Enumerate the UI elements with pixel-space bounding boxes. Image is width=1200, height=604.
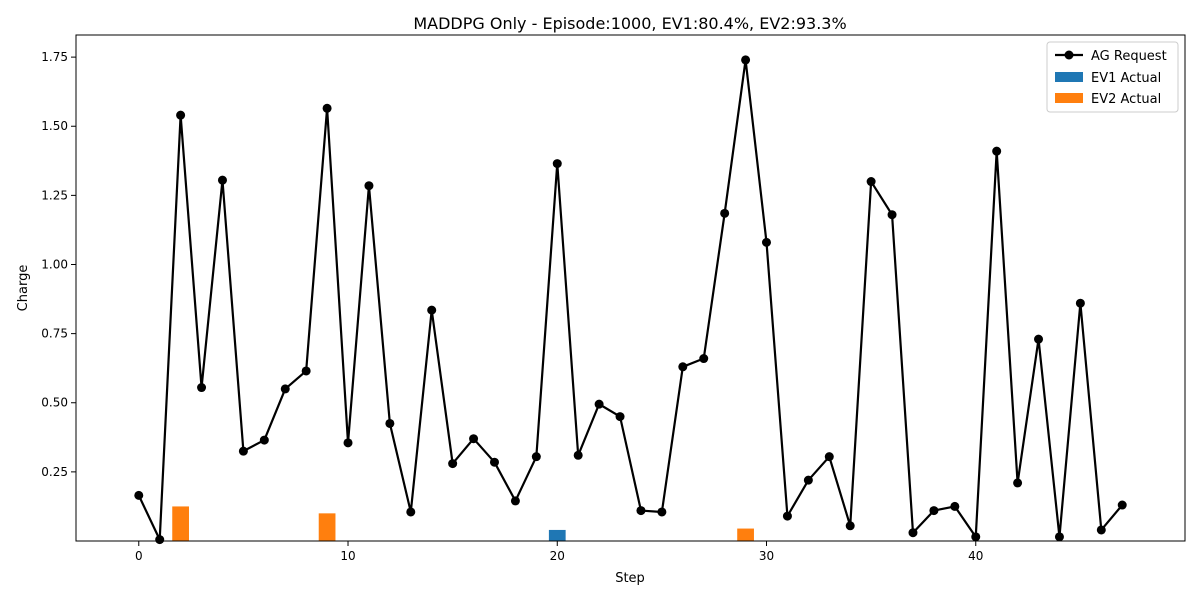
data-point-ag-request bbox=[699, 354, 709, 364]
data-point-ag-request bbox=[427, 305, 437, 315]
y-tick-label: 1.25 bbox=[41, 188, 68, 202]
data-point-ag-request bbox=[1013, 478, 1023, 488]
x-tick-label: 10 bbox=[340, 549, 355, 563]
data-point-ag-request bbox=[741, 55, 751, 65]
bar-ev2-actual bbox=[172, 506, 189, 541]
x-axis-ticks: 0 10 20 30 40 bbox=[135, 541, 983, 563]
y-tick-label: 0.50 bbox=[41, 396, 68, 410]
data-point-ag-request bbox=[720, 208, 730, 218]
data-point-ag-request bbox=[615, 412, 625, 422]
legend-swatch-ev2-actual bbox=[1055, 93, 1083, 103]
data-point-ag-request bbox=[573, 450, 583, 460]
data-point-ag-request bbox=[469, 434, 479, 444]
legend-swatch-ev1-actual bbox=[1055, 72, 1083, 82]
data-point-ag-request bbox=[866, 177, 876, 187]
legend-label-ev1-actual: EV1 Actual bbox=[1091, 71, 1161, 86]
data-point-ag-request bbox=[510, 496, 520, 506]
line-layer bbox=[134, 55, 1127, 545]
y-axis-label: Charge bbox=[16, 265, 31, 312]
data-point-ag-request bbox=[364, 181, 374, 191]
y-tick-label: 0.25 bbox=[41, 465, 68, 479]
data-point-ag-request bbox=[929, 506, 939, 516]
data-point-ag-request bbox=[322, 103, 332, 113]
x-tick-label: 20 bbox=[550, 549, 565, 563]
chart-title: MADDPG Only - Episode:1000, EV1:80.4%, E… bbox=[413, 14, 846, 33]
data-point-ag-request bbox=[594, 399, 604, 409]
data-point-ag-request bbox=[950, 501, 960, 511]
data-point-ag-request bbox=[782, 511, 792, 521]
data-point-ag-request bbox=[762, 237, 772, 247]
legend: AG Request EV1 Actual EV2 Actual bbox=[1046, 41, 1179, 113]
data-point-ag-request bbox=[301, 366, 311, 376]
data-point-ag-request bbox=[238, 446, 248, 456]
data-point-ag-request bbox=[992, 146, 1002, 156]
bar-ev2-actual bbox=[318, 513, 336, 541]
legend-marker-ag-request bbox=[1064, 50, 1074, 60]
data-point-ag-request bbox=[657, 507, 667, 517]
data-point-ag-request bbox=[971, 532, 981, 542]
y-tick-label: 0.75 bbox=[41, 327, 68, 341]
y-axis-ticks: 0.25 0.50 0.75 1.00 1.25 1.50 1.75 bbox=[41, 50, 76, 479]
data-point-ag-request bbox=[176, 110, 186, 120]
data-point-ag-request bbox=[1075, 298, 1085, 308]
y-tick-label: 1.00 bbox=[41, 257, 68, 271]
data-point-ag-request bbox=[803, 475, 813, 485]
y-tick-label: 1.50 bbox=[41, 119, 68, 133]
legend-label-ag-request: AG Request bbox=[1091, 49, 1167, 64]
data-point-ag-request bbox=[531, 452, 541, 462]
legend-label-ev2-actual: EV2 Actual bbox=[1091, 92, 1161, 107]
x-tick-label: 40 bbox=[968, 549, 983, 563]
data-point-ag-request bbox=[636, 506, 646, 516]
data-point-ag-request bbox=[134, 490, 144, 500]
data-point-ag-request bbox=[280, 384, 290, 394]
series-line-ag-request bbox=[137, 58, 1124, 541]
y-tick-label: 1.75 bbox=[41, 50, 68, 64]
data-point-ag-request bbox=[678, 362, 688, 372]
bar-ev2-actual bbox=[737, 528, 754, 541]
bar-ev1-actual bbox=[548, 529, 566, 541]
data-point-ag-request bbox=[1054, 532, 1064, 542]
data-point-ag-request bbox=[385, 418, 395, 428]
data-point-ag-request bbox=[448, 459, 458, 469]
data-point-ag-request bbox=[1096, 525, 1106, 535]
data-point-ag-request bbox=[845, 521, 855, 531]
data-point-ag-request bbox=[1117, 500, 1127, 510]
data-point-ag-request bbox=[343, 438, 353, 448]
x-tick-label: 30 bbox=[759, 549, 774, 563]
x-axis-label: Step bbox=[615, 571, 645, 586]
data-point-ag-request bbox=[824, 452, 834, 462]
data-point-ag-request bbox=[908, 528, 918, 538]
x-tick-label: 0 bbox=[135, 549, 143, 563]
data-point-ag-request bbox=[406, 507, 416, 517]
bars-layer bbox=[172, 506, 754, 541]
data-point-ag-request bbox=[887, 210, 897, 220]
data-point-ag-request bbox=[155, 535, 165, 545]
data-point-ag-request bbox=[489, 457, 499, 467]
data-point-ag-request bbox=[217, 175, 227, 185]
data-point-ag-request bbox=[552, 159, 562, 169]
data-point-ag-request bbox=[259, 435, 269, 445]
data-point-ag-request bbox=[197, 383, 207, 393]
data-point-ag-request bbox=[1034, 334, 1044, 344]
plot-frame bbox=[75, 34, 1186, 542]
